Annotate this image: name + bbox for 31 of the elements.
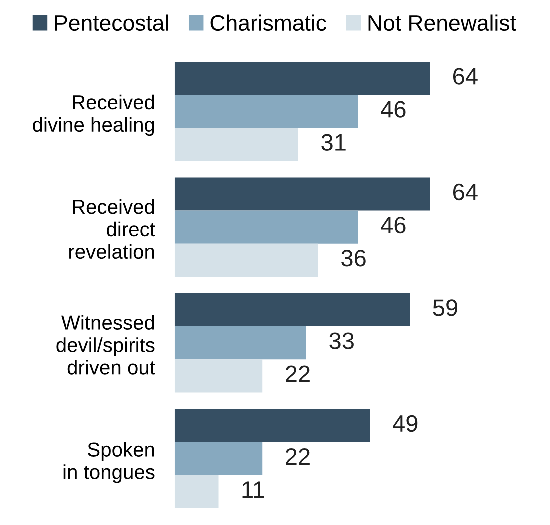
data-label: 31	[322, 134, 346, 151]
data-label: 22	[286, 448, 310, 465]
data-label: 46	[381, 216, 406, 234]
y-tick-label: Received divine healing	[33, 94, 154, 136]
data-label: 33	[330, 332, 354, 350]
data-label: 49	[393, 415, 418, 432]
bar	[174, 178, 430, 211]
legend-label: Charismatic	[210, 14, 326, 32]
y-tick-label: Witnessed devil/spirits driven out	[56, 315, 156, 375]
data-label: 46	[381, 101, 406, 118]
data-label: 36	[342, 250, 366, 267]
data-label: 22	[286, 366, 310, 382]
data-label: 64	[453, 184, 478, 201]
bar	[174, 326, 306, 360]
data-label: 11	[242, 482, 264, 498]
bar	[174, 62, 430, 96]
bar	[174, 409, 370, 442]
bar	[174, 442, 263, 476]
data-label: 64	[453, 68, 478, 85]
legend-label: Not Renewalist	[368, 14, 516, 32]
bar	[174, 293, 410, 327]
bar	[174, 475, 219, 508]
bar	[174, 360, 263, 393]
y-tick-label: Spoken in tongues	[64, 442, 155, 484]
data-label: 59	[433, 300, 458, 316]
legend-label: Pentecostal	[55, 14, 168, 32]
bar	[174, 244, 318, 277]
bar	[174, 95, 358, 128]
bar	[174, 210, 358, 244]
bar	[174, 128, 298, 162]
y-tick-label: Received direct revelation	[69, 199, 156, 260]
